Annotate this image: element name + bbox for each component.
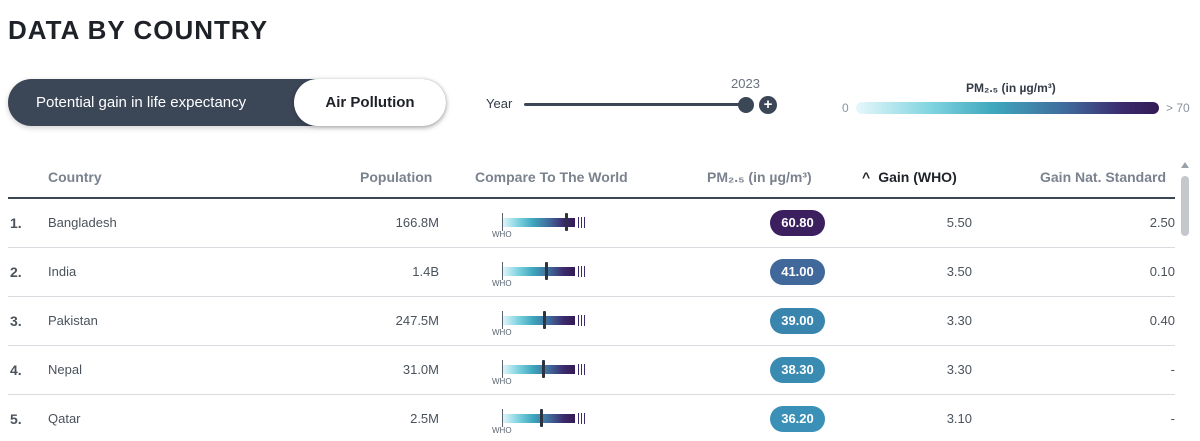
row-gain-nat: 0.40 [1149,313,1175,328]
header-gain-who-label: Gain (WHO) [878,169,957,185]
pm-badge: 60.80 [770,210,825,236]
row-rank: 5. [10,411,22,427]
header-gain-who[interactable]: ^ Gain (WHO) [862,169,957,185]
country-marker [565,213,569,231]
scale-tick [581,217,582,228]
row-gain-nat: - [1170,411,1175,426]
row-country: Qatar [48,411,81,426]
row-rank: 4. [10,362,22,378]
pm-badge: 41.00 [770,259,825,285]
toggle-life-expectancy[interactable]: Potential gain in life expectancy [36,94,247,111]
who-marker-line [502,262,503,280]
year-slider-track[interactable] [524,103,746,106]
country-marker [539,409,543,427]
row-gain-who: 3.30 [946,362,972,377]
pm-badge: 36.20 [770,406,825,432]
header-divider [8,197,1175,199]
header-population[interactable]: Population [360,169,433,185]
legend-max: > 70 [1166,101,1190,115]
header-compare: Compare To The World [475,169,628,185]
scale-tick [584,315,585,326]
who-label: WHO [492,279,512,288]
scale-tick [584,266,585,277]
country-marker [541,360,545,378]
row-population: 2.5M [410,411,439,426]
row-population: 166.8M [395,215,439,230]
row-population: 247.5M [395,313,439,328]
table-row[interactable]: 2. India 1.4B WHO 41.00 3.50 0.10 [8,248,1175,297]
compare-bar: WHO [492,307,592,341]
who-label: WHO [492,377,512,386]
who-marker-line [502,409,503,427]
row-population: 1.4B [412,264,439,279]
compare-gradient [502,267,575,276]
country-marker [542,311,546,329]
compare-gradient [502,365,575,374]
row-gain-nat: - [1170,362,1175,377]
year-slider-handle[interactable] [738,97,754,113]
row-population: 31.0M [402,362,439,377]
row-country: Bangladesh [48,215,117,230]
who-label: WHO [492,426,512,435]
compare-gradient [502,316,575,325]
row-country: India [48,264,77,279]
compare-gradient [502,218,575,227]
year-label: Year [486,96,513,111]
compare-bar: WHO [492,209,592,243]
scale-tick [584,364,585,375]
metric-toggle[interactable]: Potential gain in life expectancy Air Po… [8,79,446,126]
compare-gradient [502,414,575,423]
who-marker-line [502,360,503,378]
year-value: 2023 [731,76,760,91]
header-pm[interactable]: PM₂.₅ (in µg/m³) [707,169,812,185]
legend-title: PM₂.₅ (in µg/m³) [966,81,1056,95]
toggle-air-pollution[interactable]: Air Pollution [294,79,446,126]
scale-tick [584,217,585,228]
pm-badge: 39.00 [770,308,825,334]
compare-bar: WHO [492,258,592,292]
scale-tick [578,315,579,326]
scale-tick [584,413,585,424]
row-rank: 3. [10,313,22,329]
year-plus-icon[interactable]: + [759,96,777,114]
row-gain-nat: 2.50 [1149,215,1175,230]
who-label: WHO [492,230,512,239]
table-row[interactable]: 5. Qatar 2.5M WHO 36.20 3.10 - [8,395,1175,441]
row-country: Nepal [48,362,82,377]
scale-tick [581,364,582,375]
scale-tick [578,413,579,424]
country-marker [544,262,548,280]
scale-tick [581,315,582,326]
legend-gradient-bar [856,102,1159,114]
scale-tick [578,364,579,375]
row-country: Pakistan [48,313,98,328]
row-gain-who: 3.50 [946,264,972,279]
who-label: WHO [492,328,512,337]
legend-min: 0 [842,101,849,115]
row-gain-nat: 0.10 [1149,264,1175,279]
row-gain-who: 3.10 [946,411,972,426]
row-rank: 2. [10,264,22,280]
scale-tick [578,266,579,277]
compare-bar: WHO [492,405,592,439]
compare-bar: WHO [492,356,592,390]
table-row[interactable]: 1. Bangladesh 166.8M WHO 60.80 5.50 2.50 [8,199,1175,248]
scale-tick [578,217,579,228]
who-marker-line [502,213,503,231]
who-marker-line [502,311,503,329]
pm-badge: 38.30 [770,357,825,383]
scroll-up-icon[interactable] [1181,162,1189,168]
sort-up-icon: ^ [862,169,871,185]
scrollbar-thumb[interactable] [1181,176,1189,236]
scale-tick [581,413,582,424]
header-gain-nat[interactable]: Gain Nat. Standard [1040,169,1167,185]
scale-tick [581,266,582,277]
row-gain-who: 3.30 [946,313,972,328]
page-title: DATA BY COUNTRY [8,15,269,45]
table-row[interactable]: 4. Nepal 31.0M WHO 38.30 3.30 - [8,346,1175,395]
header-country[interactable]: Country [48,169,102,185]
row-rank: 1. [10,215,22,231]
row-gain-who: 5.50 [946,215,972,230]
table-row[interactable]: 3. Pakistan 247.5M WHO 39.00 3.30 0.40 [8,297,1175,346]
